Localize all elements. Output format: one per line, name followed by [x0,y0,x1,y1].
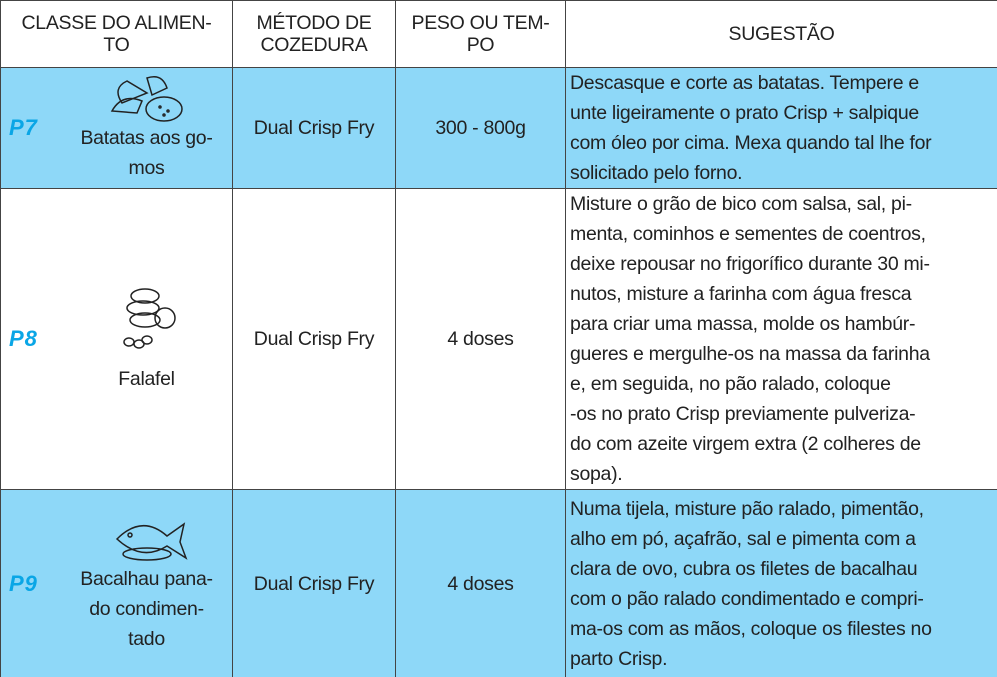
row: P9 Bacalhau pana- do condimen- tado Dual… [0,489,997,677]
method: Dual Crisp Fry [232,67,396,189]
suggestion: Numa tijela, misture pão ralado, pimentã… [565,489,997,677]
program-code: P9 [9,570,38,596]
method: Dual Crisp Fry [232,188,396,490]
header-cell: SUGESTÃO [565,0,997,68]
food-name: Batatas aos go- mos [80,127,213,179]
potato-icon [110,76,183,122]
amount: 300 - 800g [395,67,566,189]
header-cell: CLASSE DO ALIMEN- TO [0,0,233,68]
amount: 4 doses [395,188,566,490]
row: P8 Falafel Dual Crisp Fry 4 doses Mistur… [0,188,997,490]
header-row: CLASSE DO ALIMEN- TO MÉTODO DE COZEDURA … [0,0,997,68]
header-cell: PESO OU TEM- PO [395,0,566,68]
method: Dual Crisp Fry [232,489,396,677]
row: P7 Batatas aos go- mos Dual Crisp Fry 30… [0,67,997,189]
amount: 4 doses [395,489,566,677]
food-name: Bacalhau pana- do condimen- tado [80,567,213,650]
header-cell: MÉTODO DE COZEDURA [232,0,396,68]
suggestion: Misture o grão de bico com salsa, sal, p… [565,188,997,490]
fish-icon [115,521,187,561]
falafel-icon [122,288,176,349]
program-code: P7 [9,115,38,140]
suggestion: Descasque e corte as batatas. Tempere e … [565,67,997,189]
food-name: Falafel [118,368,175,390]
program-code: P8 [9,326,38,351]
